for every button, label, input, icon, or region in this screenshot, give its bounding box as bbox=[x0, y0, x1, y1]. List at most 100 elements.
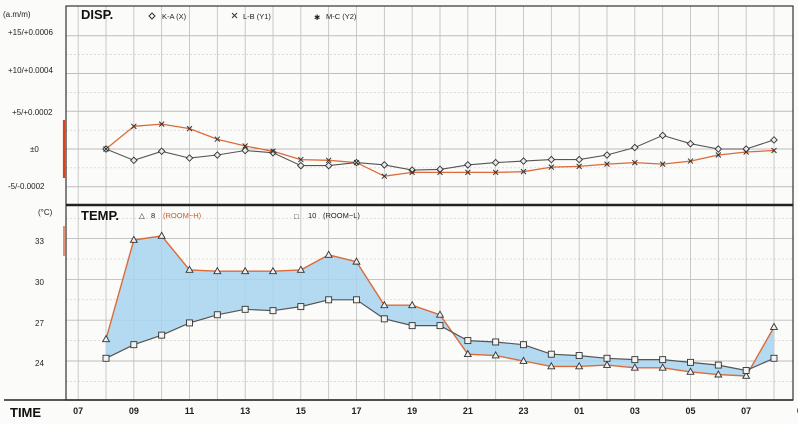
data-point-lb bbox=[604, 161, 610, 167]
disp-y-tick: -5/-0.0002 bbox=[8, 182, 45, 191]
data-point-lb bbox=[743, 149, 750, 155]
data-point-room-h bbox=[240, 266, 250, 275]
data-point-room-h bbox=[213, 266, 222, 275]
data-point-room-h bbox=[574, 361, 584, 370]
disp-y-tick: +15/+0.0006 bbox=[8, 28, 53, 37]
data-point-room-h bbox=[352, 257, 361, 265]
disp-unit-label: (a.m/m) bbox=[3, 10, 31, 19]
data-point-room-l bbox=[714, 361, 722, 369]
data-point-room-h bbox=[101, 334, 111, 343]
data-point-room-l bbox=[408, 322, 416, 330]
x-tick-label: 07 bbox=[73, 406, 83, 416]
data-point-ka bbox=[185, 154, 194, 162]
data-point-lb bbox=[659, 161, 666, 167]
data-point-ka bbox=[296, 161, 305, 170]
data-point-room-l bbox=[742, 367, 750, 374]
data-point-room-h bbox=[129, 235, 139, 243]
x-tick-label: 09 bbox=[129, 406, 139, 416]
data-point-ka bbox=[770, 136, 778, 144]
x-tick-label: 01 bbox=[574, 406, 584, 416]
data-point-room-h bbox=[157, 231, 166, 239]
data-point-lb bbox=[520, 168, 527, 175]
disp-title: DISP. bbox=[81, 7, 113, 22]
data-point-room-l bbox=[464, 337, 472, 345]
legend-note-room-h: (ROOM−H) bbox=[163, 211, 202, 220]
data-point-room-l bbox=[269, 307, 277, 315]
legend-square-icon: □ bbox=[294, 212, 299, 221]
x-tick-label: 03 bbox=[630, 406, 640, 416]
data-point-lb bbox=[771, 147, 777, 154]
data-point-room-h bbox=[491, 351, 500, 359]
x-axis-title: TIME bbox=[10, 405, 41, 420]
temp-legend: △ 8 (ROOM−H) □ 10 (ROOM−L) bbox=[139, 211, 360, 221]
legend-label-8: 8 bbox=[151, 211, 155, 220]
data-point-room-l bbox=[130, 341, 138, 349]
legend-label-mc: M-C (Y2) bbox=[326, 12, 357, 21]
data-point-lb bbox=[186, 125, 193, 132]
data-point-room-l bbox=[659, 356, 667, 364]
data-point-lb bbox=[297, 156, 304, 163]
data-point-room-l bbox=[325, 296, 333, 304]
disp-y-tick: ±0 bbox=[30, 145, 39, 154]
data-point-ka bbox=[129, 156, 138, 165]
data-point-ka bbox=[603, 151, 611, 159]
temp-y-ticks: 33 30 27 24 bbox=[35, 237, 44, 368]
grid-lines bbox=[66, 6, 793, 400]
data-point-ka bbox=[686, 139, 695, 148]
data-point-room-l bbox=[770, 354, 778, 362]
data-point-room-l bbox=[213, 311, 221, 319]
data-point-lb bbox=[353, 159, 360, 166]
x-tick-label: 17 bbox=[351, 406, 361, 416]
data-point-room-l bbox=[492, 338, 500, 346]
data-point-ka bbox=[463, 161, 472, 169]
temp-y-tick: 33 bbox=[35, 237, 44, 246]
data-point-room-h bbox=[547, 361, 556, 370]
data-point-ka bbox=[213, 151, 222, 159]
x-tick-label: 21 bbox=[463, 406, 473, 416]
data-point-room-h bbox=[463, 349, 473, 358]
legend-note-room-l: (ROOM−L) bbox=[323, 211, 360, 220]
temp-title: TEMP. bbox=[81, 208, 119, 223]
data-point-room-h bbox=[714, 370, 723, 378]
x-tick-label: 23 bbox=[518, 406, 528, 416]
data-point-room-h bbox=[602, 360, 612, 368]
data-point-room-h bbox=[268, 266, 278, 275]
x-tick-label: 11 bbox=[185, 406, 195, 416]
data-point-ka bbox=[380, 161, 389, 169]
data-point-room-h bbox=[658, 363, 667, 371]
data-point-lb bbox=[158, 121, 165, 127]
data-point-room-l bbox=[575, 352, 583, 360]
data-point-ka bbox=[547, 155, 556, 164]
x-tick-label: 05 bbox=[685, 406, 695, 416]
data-point-lb bbox=[103, 146, 109, 152]
legend-asterisk-icon: ✱ bbox=[314, 13, 321, 22]
data-point-room-l bbox=[631, 356, 639, 364]
data-point-room-l bbox=[436, 322, 444, 330]
data-point-room-h bbox=[686, 367, 695, 375]
legend-triangle-icon: △ bbox=[139, 211, 146, 220]
data-point-ka bbox=[658, 131, 667, 140]
data-point-lb bbox=[437, 169, 443, 176]
series-markers bbox=[101, 121, 779, 379]
data-point-lb bbox=[492, 169, 499, 176]
data-point-room-l bbox=[547, 350, 555, 358]
data-point-lb bbox=[548, 164, 555, 170]
data-point-room-l bbox=[380, 315, 388, 323]
data-point-room-h bbox=[380, 300, 389, 309]
data-point-ka bbox=[714, 145, 723, 153]
data-point-room-h bbox=[324, 250, 333, 258]
data-point-ka bbox=[157, 147, 166, 156]
data-point-lb bbox=[687, 158, 694, 164]
temp-y-tick: 24 bbox=[35, 359, 44, 368]
data-point-ka bbox=[241, 146, 250, 155]
data-point-lb bbox=[325, 157, 332, 164]
data-point-room-l bbox=[297, 303, 305, 311]
data-point-lb bbox=[214, 136, 221, 143]
disp-legend: K-A (X) L-B (Y1) ✱ M-C (Y2) bbox=[148, 12, 357, 22]
data-point-lb bbox=[242, 143, 249, 149]
x-tick-label: 09 bbox=[797, 406, 798, 416]
legend-diamond-icon bbox=[148, 12, 156, 20]
data-point-ka bbox=[408, 166, 417, 174]
data-point-ka bbox=[575, 155, 584, 164]
